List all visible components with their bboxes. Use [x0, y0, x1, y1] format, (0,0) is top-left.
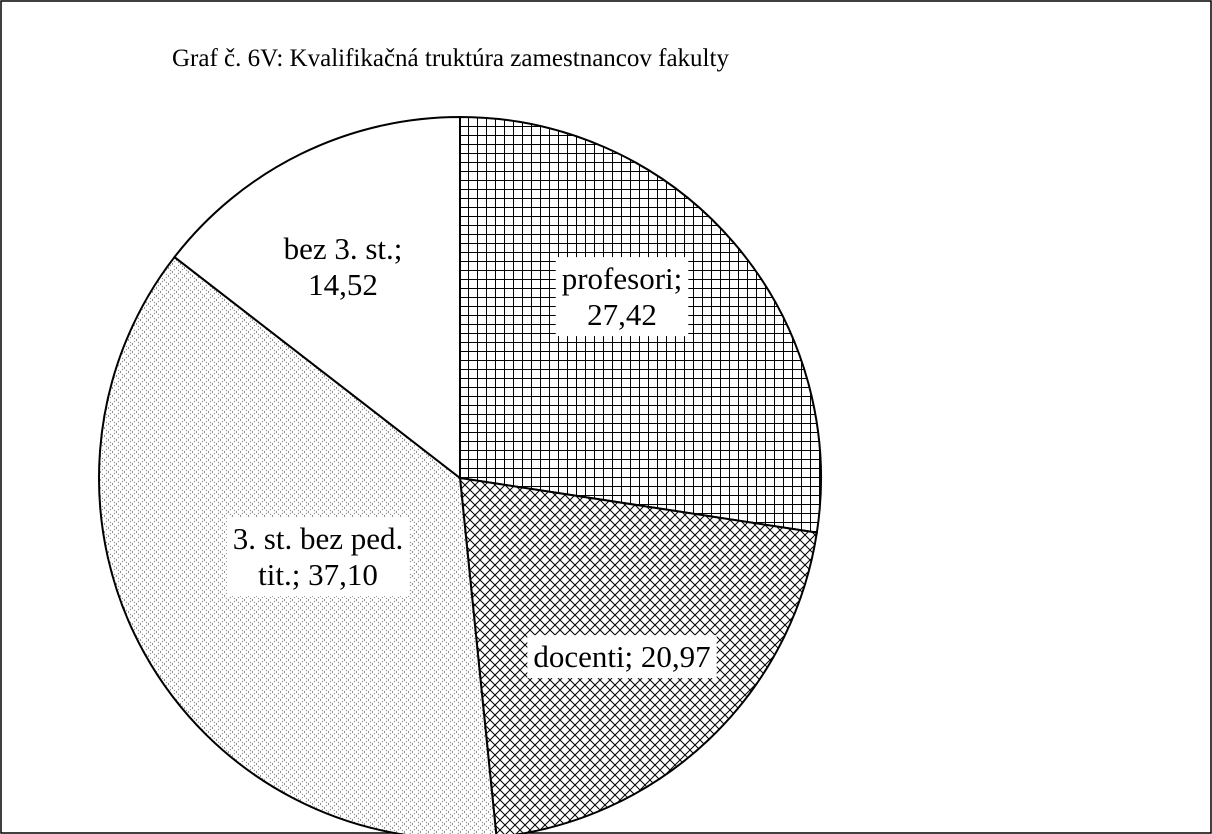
data-label-text: tit.; 37,10 [258, 557, 378, 592]
label-background [527, 635, 717, 679]
data-label-text: docenti; 20,97 [533, 639, 710, 674]
label-background [226, 517, 410, 597]
data-label: profesori;27,42 [555, 257, 689, 337]
data-label-text: 14,52 [308, 267, 378, 302]
data-label-text: profesori; [562, 261, 683, 296]
label-background [277, 227, 409, 307]
label-background [555, 257, 689, 337]
data-label-text: bez 3. st.; [284, 231, 403, 266]
data-label-text: 27,42 [587, 297, 657, 332]
data-label: bez 3. st.;14,52 [277, 227, 409, 307]
data-label: docenti; 20,97 [527, 635, 717, 679]
chart-title: Graf č. 6V: Kvalifikačná truktúra zamest… [172, 45, 729, 72]
data-label: 3. st. bez ped.tit.; 37,10 [226, 517, 410, 597]
data-label-text: 3. st. bez ped. [233, 521, 403, 556]
